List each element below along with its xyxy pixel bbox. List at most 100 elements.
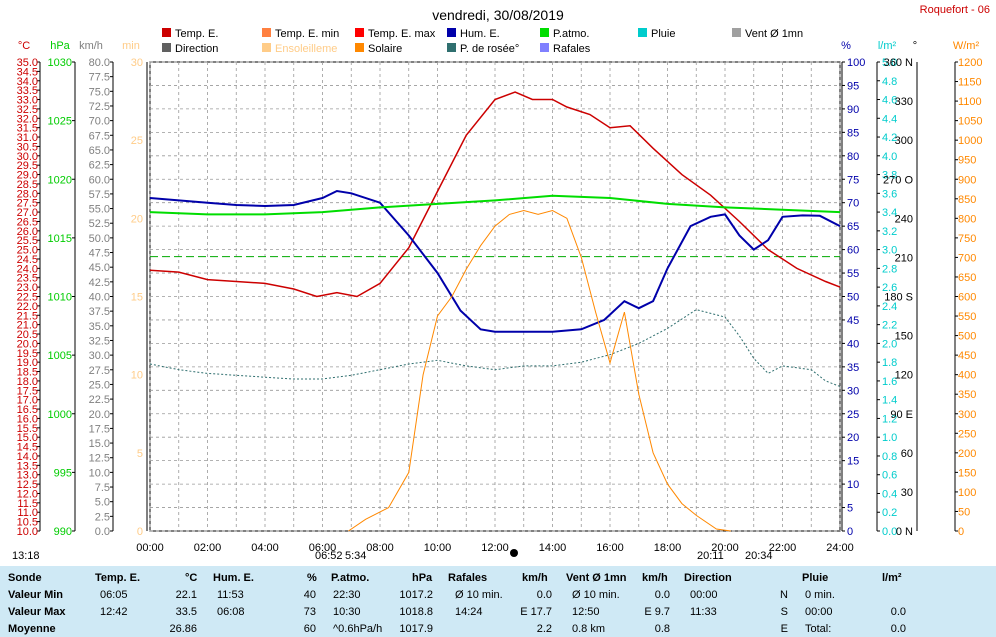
- col-sonde: Sonde: [8, 572, 42, 584]
- axis-tick-label: 3.0: [882, 245, 897, 257]
- axis-tick-label: 0.0: [95, 526, 110, 538]
- col-temp: Temp. E.: [95, 572, 141, 584]
- axis-tick-label: 4.2: [882, 132, 897, 144]
- legend-label: Temp. E. max: [368, 28, 436, 40]
- axis-tick-label: 80.0: [89, 57, 110, 69]
- axis-tick-label: 20.0: [17, 338, 38, 350]
- x-tick-label: 18:00: [654, 542, 682, 554]
- col-rafales: Rafales: [448, 572, 488, 584]
- summary-table: Sonde Temp. E. °C Hum. E. % P.atmo. hPa …: [0, 566, 996, 637]
- axis-tick-label: 1000: [48, 409, 72, 421]
- axis-tick-label: 17.5: [89, 423, 110, 435]
- axis-tick-label: 500: [958, 331, 976, 343]
- table-cell-raf_v: 2.2: [536, 623, 552, 635]
- table-cell-temp_v: 26.86: [169, 623, 197, 635]
- legend-label: Temp. E. min: [275, 28, 339, 40]
- axis-tick-label: 20.0: [89, 409, 110, 421]
- axis-tick-label: 47.5: [89, 248, 110, 260]
- axis-tick-label: 50: [847, 292, 859, 304]
- table-cell-dir_t: 11:33: [690, 606, 717, 618]
- axis-tick-label: 2.6: [882, 282, 897, 294]
- table-cell-press_v: 1017.9: [399, 623, 433, 635]
- col-press: P.atmo.: [331, 572, 370, 584]
- axis-tick-label: 0.6: [882, 470, 897, 482]
- axis-tick-label: 3.4: [882, 207, 897, 219]
- legend-swatch: [447, 28, 456, 37]
- table-cell-press_t: 10:30: [333, 606, 361, 618]
- col-hum-unit: %: [307, 572, 317, 584]
- col-press-unit: hPa: [412, 572, 433, 584]
- axis-tick-label: 45.0: [89, 262, 110, 274]
- sunrise-time: 06:52: [315, 550, 343, 562]
- table-cell-dir_v: E: [780, 623, 788, 635]
- axis-tick-label: 1010: [48, 292, 72, 304]
- legend-swatch: [355, 43, 364, 52]
- legend-label: Temp. E.: [175, 28, 218, 40]
- axis-tick-label: 3.6: [882, 188, 897, 200]
- axis-tick-label: 22.0: [17, 301, 38, 313]
- axis-tick-label: 42.5: [89, 277, 110, 289]
- axis-tick-label: 50.0: [89, 233, 110, 245]
- axis-tick-label: 32.0: [17, 113, 38, 125]
- axis-tick-label: 35.0: [17, 57, 38, 69]
- axis-tick-label: 12.0: [17, 488, 38, 500]
- col-vent: Vent Ø 1mn: [566, 572, 627, 584]
- legend-swatch: [540, 43, 549, 52]
- table-cell-vent_v: E 9.7: [644, 606, 670, 618]
- axis-tick-label: 5: [847, 503, 853, 515]
- axis-tick-label: 300: [895, 135, 913, 147]
- sunset-time-2: 20:34: [745, 550, 773, 562]
- axis-unit: %: [841, 40, 851, 52]
- axis-tick-label: 270 O: [883, 174, 913, 186]
- axis-tick-label: 72.5: [89, 101, 110, 113]
- table-cell-dir_t: 00:00: [690, 589, 718, 601]
- axis-tick-label: 2.2: [882, 320, 897, 332]
- axis-tick-label: 13.5: [17, 460, 38, 472]
- x-tick-label: 04:00: [251, 542, 279, 554]
- axis-tick-label: 250: [958, 428, 976, 440]
- axis-tick-label: 15: [847, 456, 859, 468]
- axis-tick-label: 27.0: [17, 207, 38, 219]
- axis-tick-label: 550: [958, 311, 976, 323]
- legend-label: Hum. E.: [460, 28, 500, 40]
- axis-unit: °: [913, 40, 917, 52]
- table-cell-temp_t: 06:05: [100, 589, 128, 601]
- axis-tick-label: 22.5: [89, 394, 110, 406]
- axis-tick-label: 34.5: [17, 66, 38, 78]
- axis-tick-label: 12.5: [17, 479, 38, 491]
- legend-label: Vent Ø 1mn: [745, 28, 803, 40]
- axis-tick-label: 95: [847, 80, 859, 92]
- axis-tick-label: 19.0: [17, 357, 38, 369]
- axis-tick-label: 77.5: [89, 72, 110, 84]
- axis-tick-label: 1000: [958, 135, 982, 147]
- axis-tick-label: 37.5: [89, 306, 110, 318]
- axis-tick-label: 25.5: [17, 235, 38, 247]
- axis-tick-label: 23.5: [17, 273, 38, 285]
- axis-tick-label: 1.2: [882, 413, 897, 425]
- axis-tick-label: 90: [847, 104, 859, 116]
- axis-unit: °C: [18, 40, 30, 52]
- axis-tick-label: 1050: [958, 116, 982, 128]
- legend-label: P.atmo.: [553, 28, 590, 40]
- col-hum: Hum. E.: [213, 572, 254, 584]
- axis-tick-label: 12.5: [89, 453, 110, 465]
- sunset-time: 20:11: [697, 550, 724, 562]
- legend-label: Direction: [175, 43, 218, 55]
- time-start: 13:18: [12, 550, 40, 562]
- col-pluie: Pluie: [802, 572, 829, 584]
- axis-tick-label: 2.5: [95, 511, 110, 523]
- x-tick-label: 02:00: [194, 542, 222, 554]
- legend-swatch: [732, 28, 741, 37]
- axis-tick-label: 26.5: [17, 216, 38, 228]
- axis-tick-label: 850: [958, 194, 976, 206]
- table-cell-press_v: 1018.8: [399, 606, 433, 618]
- table-cell-pluie_t: 00:00: [805, 606, 833, 618]
- axis-tick-label: 0.0: [882, 526, 897, 538]
- x-tick-label: 20:00: [711, 542, 739, 554]
- axis-tick-label: 32.5: [89, 335, 110, 347]
- axis-tick-label: 52.5: [89, 218, 110, 230]
- axis-tick-label: 15.0: [17, 432, 38, 444]
- axis-tick-label: 11.0: [17, 507, 38, 519]
- axis-tick-label: 0: [847, 526, 853, 538]
- axis-tick-label: 2.0: [882, 338, 897, 350]
